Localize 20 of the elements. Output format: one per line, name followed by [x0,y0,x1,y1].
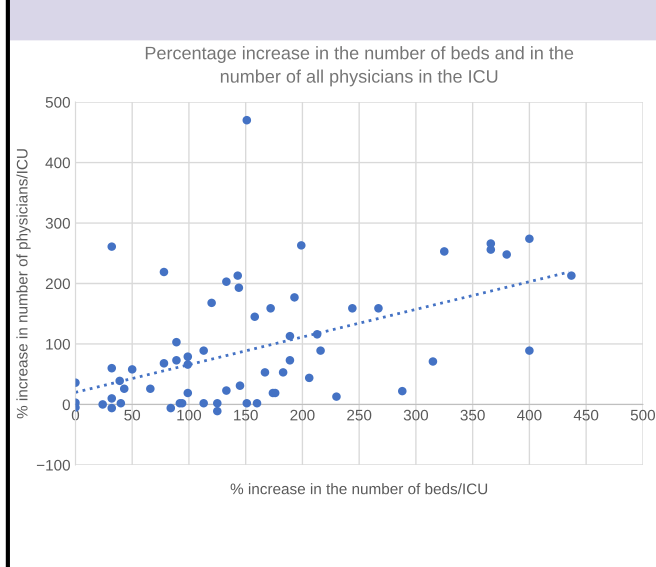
x-tick-label: 150 [234,410,258,421]
y-tick-label: −100 [36,460,70,471]
chart-title: Percentage increase in the number of beds and in the number of all physicians in the ICU [146,46,574,86]
x-tick-label: 50 [124,410,140,421]
y-tick-label: 400 [45,157,70,168]
y-tick-label: 300 [46,218,70,229]
x-tick-label: 350 [460,410,485,421]
x-tick-label: 250 [347,410,372,421]
x-tick-label: 200 [290,410,315,421]
x-tick-label: 400 [517,410,542,421]
x-tick-label: 100 [177,410,202,421]
y-tick-label: 100 [46,338,70,350]
y-tick-label: 0 [62,399,70,410]
y-axis-title: % increase in number of physicians/ICU [16,149,31,418]
y-tick-label: 200 [46,278,70,290]
y-tick-label: 500 [46,96,70,108]
x-axis-title: % increase in the number of beds/ICU [230,483,488,494]
x-tick-label: 300 [404,410,428,421]
x-tick-label: 500 [630,410,656,421]
x-tick-label: 450 [574,410,598,421]
